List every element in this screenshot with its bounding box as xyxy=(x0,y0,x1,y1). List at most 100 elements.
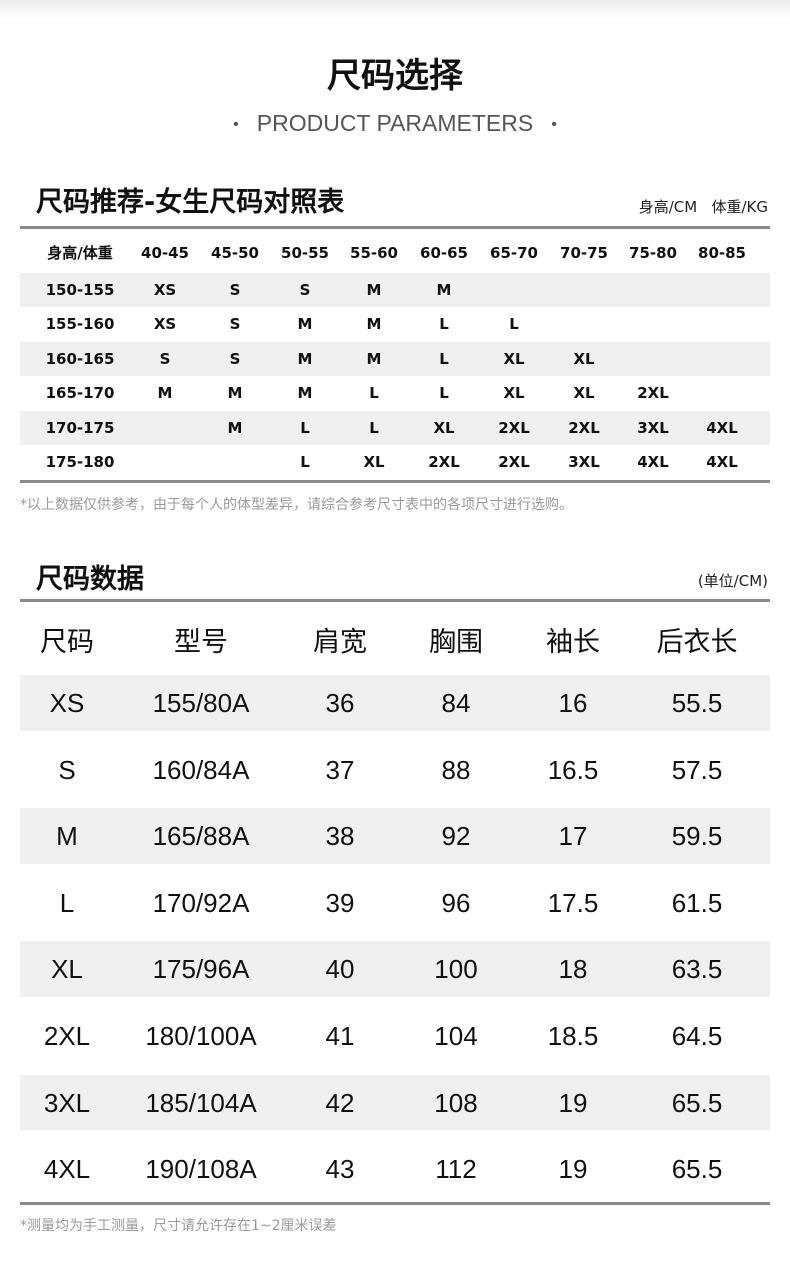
table-cell: 65-70 xyxy=(490,244,538,262)
table-cell: 60-65 xyxy=(420,244,468,262)
divider xyxy=(20,1202,770,1205)
table-cell: 155/80A xyxy=(152,688,250,718)
table-cell: 4XL xyxy=(43,1154,91,1185)
page-subtitle: • PRODUCT PARAMETERS • xyxy=(0,110,790,137)
table-cell: L xyxy=(439,349,449,368)
table-cell: XL xyxy=(503,349,525,368)
table-cell: 170/92A xyxy=(152,887,250,918)
recommend-title: 尺码推荐-女生尺码对照表 xyxy=(36,187,345,218)
table-header: 身高/体重 40-45 45-50 50-55 55-60 60-65 65-70 70-75… xyxy=(20,236,770,270)
table-cell: M xyxy=(297,349,313,368)
table-cell: 后衣长 xyxy=(656,627,738,658)
table-cell: 40 xyxy=(325,954,355,985)
table-cell: L xyxy=(300,453,310,471)
table-cell: XL xyxy=(51,954,83,985)
table-cell: 型号 xyxy=(174,627,228,658)
table-cell: 3XL xyxy=(637,418,669,437)
table-row: S 160/84A 37 88 16.5 57.5 xyxy=(20,742,770,798)
table-cell: 41 xyxy=(325,1021,355,1051)
subtitle-text: PRODUCT PARAMETERS xyxy=(256,110,534,136)
table-cell: 165/88A xyxy=(152,821,250,852)
divider xyxy=(20,226,770,229)
table-cell: S xyxy=(159,349,171,368)
table-cell: 18 xyxy=(558,954,588,985)
table-cell: 19 xyxy=(558,1154,588,1185)
table-cell: 4XL xyxy=(637,453,669,471)
table-cell: L xyxy=(509,315,519,334)
table-cell: M xyxy=(366,315,382,334)
table-cell: 180/100A xyxy=(145,1021,257,1051)
divider xyxy=(20,480,770,483)
table-cell: M xyxy=(157,384,173,403)
table-cell: M xyxy=(227,384,243,403)
table-cell: 108 xyxy=(434,1087,478,1118)
table-cell: 64.5 xyxy=(671,1021,723,1051)
table-cell: S xyxy=(299,281,311,299)
table-cell: XL xyxy=(573,349,595,368)
table-cell: XL xyxy=(573,384,595,403)
table-row: 155-160 XS S M M L L xyxy=(20,307,770,341)
table-cell: 155-160 xyxy=(45,315,115,334)
table-row: 165-170 M M M L L XL XL 2XL xyxy=(20,376,770,410)
table-cell: M xyxy=(366,281,382,299)
table-cell: 3XL xyxy=(568,453,600,471)
table-cell: 3XL xyxy=(43,1087,91,1118)
table-cell: S xyxy=(58,754,76,785)
table-cell: 61.5 xyxy=(671,887,723,918)
table-cell: M xyxy=(436,281,452,299)
bullet: • xyxy=(551,115,557,133)
table-cell: 80-85 xyxy=(698,244,746,262)
table-cell: 190/108A xyxy=(145,1154,257,1185)
table-cell: 175-180 xyxy=(45,453,115,471)
table-cell: L xyxy=(300,418,310,437)
table-row: 150-155 XS S S M M xyxy=(20,273,770,308)
table-row: 4XL 190/108A 43 112 19 65.5 xyxy=(20,1141,770,1197)
table-row: 160-165 S S M M L XL XL xyxy=(20,341,770,377)
table-row: 175-180 L XL 2XL 2XL 3XL 4XL 4XL xyxy=(20,445,770,479)
table-cell: 2XL xyxy=(43,1021,91,1051)
table-cell: 65.5 xyxy=(671,1154,723,1185)
table-cell: 38 xyxy=(325,821,355,852)
table-cell: 150-155 xyxy=(45,281,115,299)
table-cell: 17 xyxy=(558,821,588,852)
table-cell: 40-45 xyxy=(141,244,189,262)
table-cell: 37 xyxy=(325,754,355,785)
page-title: 尺码选择 xyxy=(327,56,463,96)
table-cell: 165-170 xyxy=(45,384,115,403)
table-cell: 70-75 xyxy=(560,244,608,262)
table-row: XS 155/80A 36 84 16 55.5 xyxy=(20,675,770,731)
table-cell: 185/104A xyxy=(145,1087,257,1118)
table-cell: S xyxy=(229,315,241,334)
table-cell: 55.5 xyxy=(671,688,723,718)
table-cell: 4XL xyxy=(706,418,738,437)
table-cell: M xyxy=(297,315,313,334)
table-header: 尺码 型号 肩宽 胸围 袖长 后衣长 xyxy=(20,615,770,671)
sizes-title: 尺码数据 xyxy=(36,564,144,595)
table-cell: 17.5 xyxy=(547,887,599,918)
table-cell: L xyxy=(439,315,449,334)
sizes-unit: (单位/CM) xyxy=(697,572,768,590)
table-cell: 16.5 xyxy=(547,754,599,785)
table-cell: 尺码 xyxy=(40,627,94,658)
bullet: • xyxy=(233,115,239,133)
table-cell: XS xyxy=(153,315,177,334)
table-cell: 50-55 xyxy=(281,244,329,262)
table-cell: 112 xyxy=(435,1154,477,1185)
table-cell: 96 xyxy=(441,887,471,918)
divider xyxy=(20,599,770,602)
table-cell: XL xyxy=(503,384,525,403)
table-cell: XL xyxy=(433,418,455,437)
recommend-units: 身高/CM 体重/KG xyxy=(638,198,768,216)
table-row: L 170/92A 39 96 17.5 61.5 xyxy=(20,875,770,931)
table-cell: 4XL xyxy=(706,453,738,471)
table-cell: L xyxy=(369,384,379,403)
table-cell: 45-50 xyxy=(211,244,259,262)
table-cell: 42 xyxy=(325,1087,355,1118)
table-cell: L xyxy=(369,418,379,437)
table-cell: 65.5 xyxy=(671,1087,723,1118)
table-cell: 2XL xyxy=(637,384,669,403)
top-shadow xyxy=(0,0,790,20)
table-cell: 16 xyxy=(558,688,588,718)
table-cell: M xyxy=(227,418,243,437)
table-cell: 2XL xyxy=(498,418,530,437)
